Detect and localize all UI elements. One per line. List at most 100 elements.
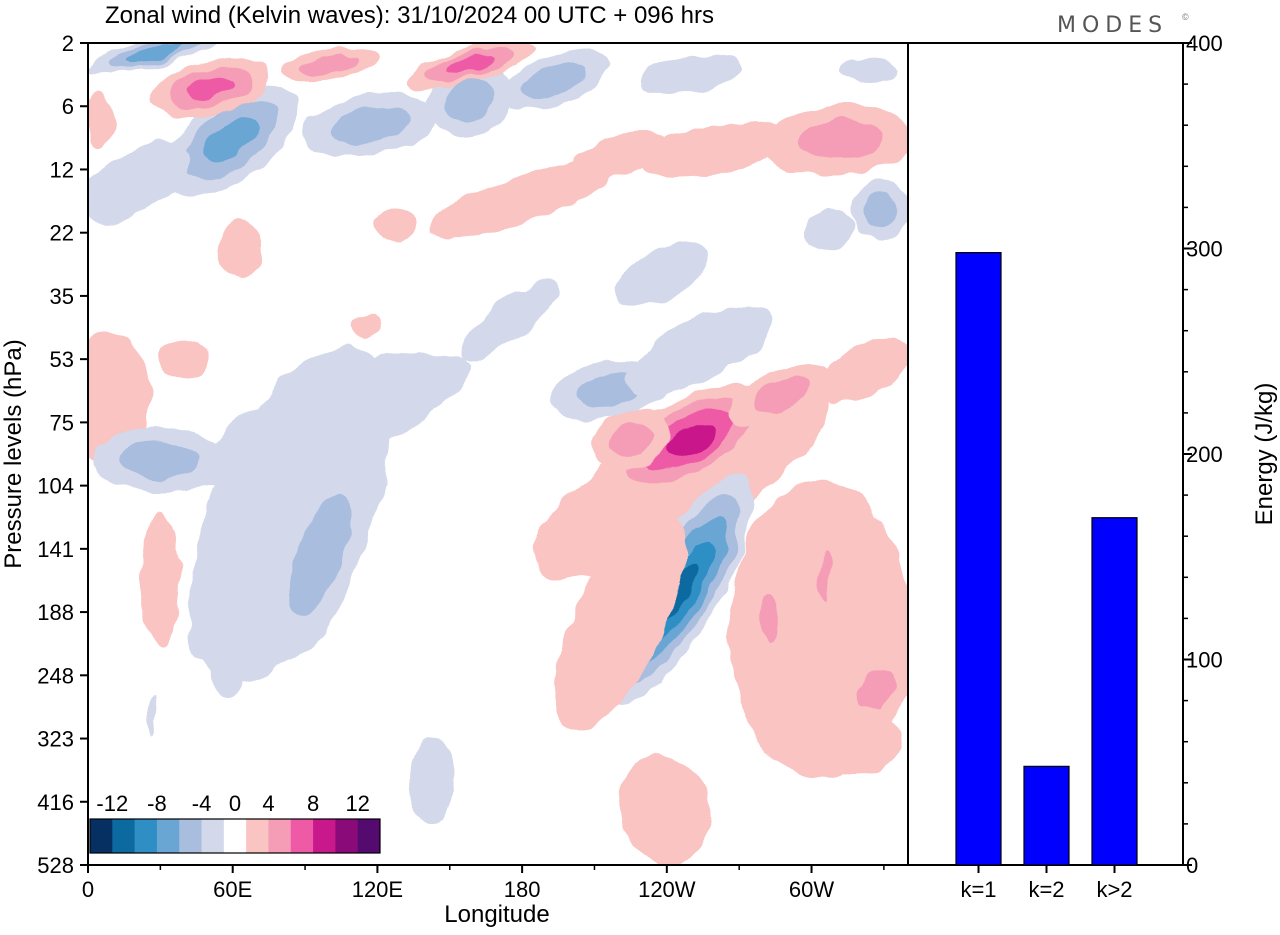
longitude-tick-label: 120W bbox=[638, 877, 696, 902]
energy-bar-2 bbox=[1023, 765, 1070, 866]
pressure-tick-label: 53 bbox=[50, 347, 74, 372]
colorbar-label: -4 bbox=[192, 791, 212, 816]
bar-category-label: k>2 bbox=[1096, 877, 1132, 902]
contour-band bbox=[840, 58, 900, 82]
colorbar-swatch bbox=[313, 819, 336, 853]
y-axis-label: Pressure levels (hPa) bbox=[0, 339, 27, 568]
pressure-tick-label: 528 bbox=[37, 853, 74, 878]
contour-band bbox=[810, 705, 900, 775]
energy-axis: 0 100 200 300 400 bbox=[1183, 31, 1223, 878]
contour-band bbox=[202, 117, 258, 163]
contour-band bbox=[640, 55, 740, 95]
contour-band bbox=[410, 738, 454, 822]
energy-tick-label: 400 bbox=[1186, 31, 1223, 56]
brand-logo: MODES bbox=[1057, 13, 1168, 38]
energy-bars: k=1 k=2 k>2 bbox=[955, 252, 1138, 902]
longitude-axis: 0 60E 120E 180 120W 60W bbox=[82, 865, 885, 902]
contour-band bbox=[127, 43, 183, 62]
contour-band bbox=[522, 62, 588, 98]
colorbar-swatch bbox=[179, 819, 203, 853]
contour-band bbox=[119, 441, 201, 479]
colorbar-swatch bbox=[223, 819, 247, 853]
colorbar-swatch bbox=[134, 819, 158, 853]
longitude-tick-label: 0 bbox=[82, 877, 94, 902]
contour-band bbox=[218, 220, 262, 280]
pressure-tick-label: 12 bbox=[50, 157, 74, 182]
contour-band bbox=[186, 75, 234, 101]
pressure-tick-label: 6 bbox=[62, 94, 74, 119]
longitude-tick-label: 120E bbox=[352, 877, 403, 902]
colorbar-label: -8 bbox=[147, 791, 167, 816]
pressure-tick-label: 248 bbox=[37, 663, 74, 688]
contour-band bbox=[350, 313, 380, 337]
contour-band bbox=[444, 55, 496, 75]
energy-axis-label: Energy (J/kg) bbox=[1251, 383, 1278, 526]
longitude-tick-label: 180 bbox=[504, 877, 541, 902]
contour-band bbox=[859, 667, 897, 713]
pressure-tick-label: 22 bbox=[50, 221, 74, 246]
contour-band bbox=[301, 55, 359, 75]
pressure-tick-label: 104 bbox=[37, 474, 74, 499]
contour-band bbox=[375, 210, 415, 240]
colorbar: -12 -8 -4 0 4 8 12 bbox=[89, 791, 381, 854]
bar-category-label: k=2 bbox=[1028, 877, 1064, 902]
longitude-tick-label: 60W bbox=[789, 877, 834, 902]
contour-band bbox=[444, 79, 496, 121]
contour-band bbox=[819, 549, 831, 601]
colorbar-swatch bbox=[290, 819, 314, 853]
pressure-tick-label: 35 bbox=[50, 284, 74, 309]
contour-band bbox=[797, 119, 883, 161]
colorbar-swatch bbox=[201, 819, 225, 853]
pressure-tick-label: 323 bbox=[37, 727, 74, 752]
contour-band bbox=[805, 210, 855, 250]
chart-title: Zonal wind (Kelvin waves): 31/10/2024 00… bbox=[105, 2, 714, 29]
pressure-tick-label: 141 bbox=[37, 537, 74, 562]
energy-tick-label: 200 bbox=[1186, 442, 1223, 467]
contour-band bbox=[664, 422, 716, 458]
contour-band bbox=[863, 192, 897, 228]
colorbar-swatch bbox=[112, 819, 136, 853]
contour-band bbox=[461, 280, 559, 360]
contour-band bbox=[607, 422, 653, 458]
pressure-tick-label: 188 bbox=[37, 600, 74, 625]
energy-tick-label: 300 bbox=[1186, 237, 1223, 262]
x-axis-label: Longitude bbox=[444, 901, 549, 928]
colorbar-swatch bbox=[156, 819, 180, 853]
contour-band bbox=[88, 92, 114, 148]
longitude-tick-label: 60E bbox=[213, 877, 252, 902]
contour-band bbox=[636, 122, 784, 178]
contour-band bbox=[330, 106, 410, 144]
contour-band bbox=[572, 130, 668, 180]
bar-category-label: k=1 bbox=[960, 877, 996, 902]
contour-band bbox=[289, 495, 351, 615]
contour-band bbox=[819, 336, 908, 404]
contour-field bbox=[88, 43, 908, 865]
colorbar-swatch bbox=[268, 819, 292, 853]
pressure-tick-label: 416 bbox=[37, 790, 74, 815]
brand-mark: © bbox=[1182, 12, 1189, 22]
energy-bar-3 bbox=[1091, 517, 1138, 866]
bar-plot-frame bbox=[907, 42, 1184, 866]
pressure-tick-label: 75 bbox=[50, 410, 74, 435]
colorbar-label: 8 bbox=[307, 791, 319, 816]
contour-band bbox=[88, 175, 140, 225]
colorbar-label: 0 bbox=[229, 791, 241, 816]
energy-bar-1 bbox=[955, 252, 1002, 866]
colorbar-swatch bbox=[357, 819, 381, 853]
energy-tick-label: 0 bbox=[1186, 853, 1198, 878]
energy-tick-label: 100 bbox=[1186, 648, 1223, 673]
pressure-tick-label: 2 bbox=[62, 31, 74, 56]
pressure-axis: 2 6 12 22 35 53 75 104 141 188 248 323 416 528 bbox=[37, 31, 88, 878]
contour-band bbox=[160, 340, 210, 380]
contour-band bbox=[750, 376, 810, 414]
contour-band bbox=[613, 244, 707, 306]
contour-band bbox=[189, 345, 391, 685]
colorbar-label: -12 bbox=[96, 791, 128, 816]
colorbar-label: 12 bbox=[345, 791, 369, 816]
contour-band bbox=[190, 620, 210, 660]
contour-band bbox=[619, 755, 711, 865]
contour-band bbox=[759, 594, 781, 646]
colorbar-swatch bbox=[335, 819, 359, 853]
contour-band bbox=[140, 515, 180, 645]
